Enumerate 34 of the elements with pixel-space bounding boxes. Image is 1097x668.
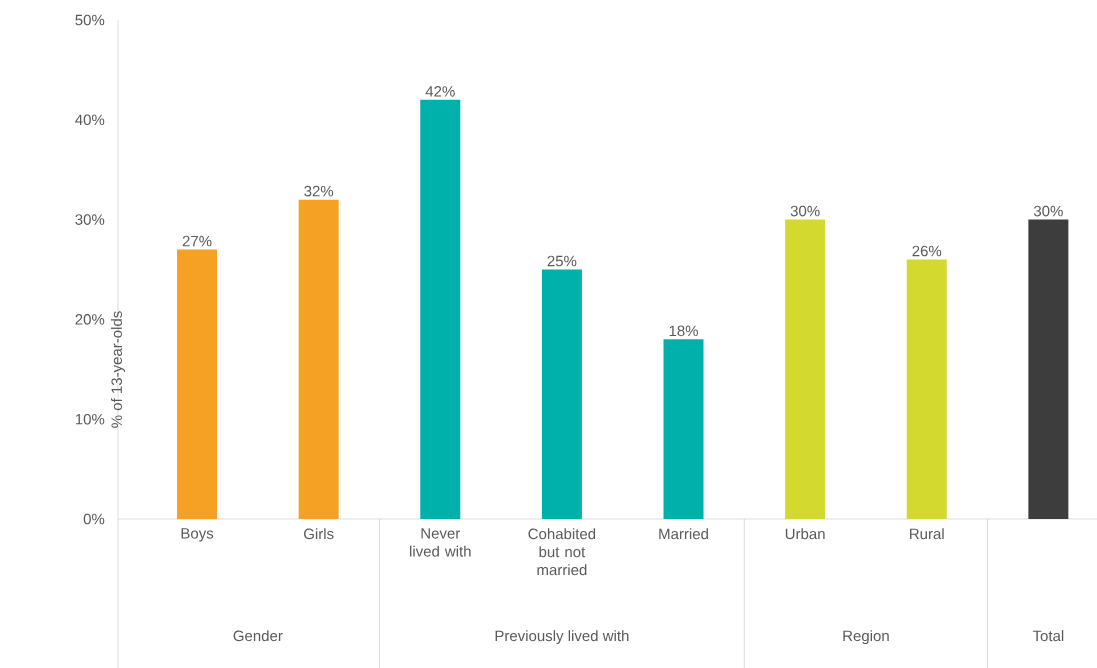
bar: [906, 259, 947, 519]
y-tick-label: 30%: [75, 214, 105, 225]
bar: [177, 249, 218, 519]
x-tick-label: Married: [659, 528, 708, 540]
text: Previously lived with: [495, 630, 629, 645]
data-label: 30%: [1033, 205, 1063, 217]
text: Gender: [233, 630, 283, 642]
bar: [298, 199, 339, 519]
data-label: 18%: [669, 325, 698, 337]
bar: [541, 269, 582, 519]
y-tick-label: 0%: [83, 513, 105, 525]
y-tick-label: 10%: [75, 413, 105, 425]
x-tick-label: Never lived with: [410, 528, 471, 557]
bar: [1028, 219, 1069, 519]
x-tick-label: Boys: [181, 528, 214, 542]
x-tick-label: Urban: [785, 528, 825, 540]
data-label: 32%: [304, 185, 334, 197]
y-tick-label: 50%: [75, 14, 105, 26]
data-label: 26%: [912, 245, 942, 257]
data-label: 42%: [425, 86, 455, 97]
bar: [785, 219, 826, 519]
y-axis-title: % of 13-year-olds: [111, 311, 125, 428]
data-label: 25%: [547, 255, 577, 267]
y-tick-label: 20%: [75, 314, 105, 325]
bar: [663, 339, 704, 519]
data-label: 30%: [790, 205, 820, 217]
text: Region: [843, 630, 889, 645]
x-tick-label: Rural: [910, 528, 944, 540]
x-tick-label: Cohabited but not married: [528, 528, 596, 576]
data-label: 27%: [182, 235, 212, 247]
y-tick-label: 40%: [75, 114, 105, 126]
text: Total: [1032, 630, 1064, 642]
x-tick-label: Girls: [304, 528, 334, 540]
bar: [420, 99, 461, 519]
